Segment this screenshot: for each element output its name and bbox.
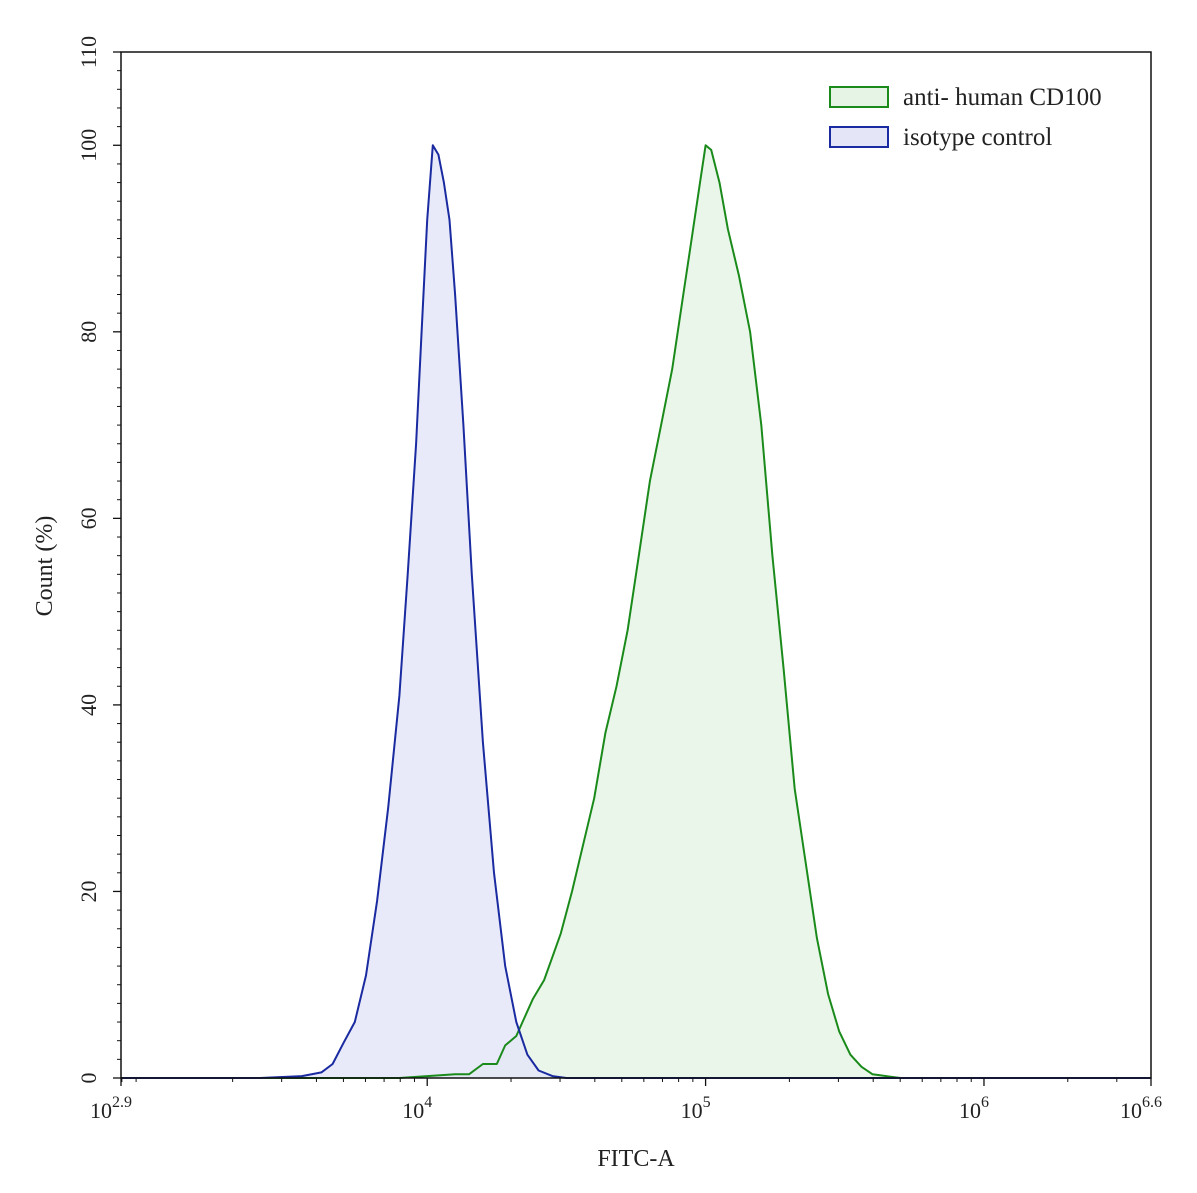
x-tick-label: 106.6 [1120, 1094, 1162, 1123]
legend-swatch [829, 86, 889, 108]
y-tick-label: 60 [76, 507, 101, 529]
legend: anti- human CD100 isotype control [829, 84, 1102, 151]
legend-label: anti- human CD100 [903, 84, 1102, 111]
y-axis-label: Count (%) [32, 516, 58, 617]
x-axis-label: FITC-A [597, 1146, 675, 1172]
series-line-isotype-control [121, 144, 1151, 1079]
legend-swatch [829, 126, 889, 148]
legend-label: isotype control [903, 124, 1052, 151]
x-tick-label: 102.9 [90, 1094, 132, 1123]
y-tick-label: 110 [76, 36, 101, 68]
y-tick-label: 80 [76, 321, 101, 343]
x-axis-ticks: 102.9 104 105 106 106.6 [90, 1078, 1162, 1123]
series-area-anti-human-cd100 [148, 145, 1152, 1079]
y-tick-label: 100 [76, 129, 101, 162]
x-tick-label: 104 [402, 1094, 432, 1123]
series-lines [121, 144, 1151, 1079]
series-line-anti-human-cd100 [148, 144, 1151, 1079]
y-tick-label: 0 [76, 1073, 101, 1084]
plot-frame [120, 51, 1152, 1079]
x-tick-label: 105 [681, 1094, 711, 1123]
y-tick-label: 40 [76, 694, 101, 716]
series-fills [121, 145, 1152, 1079]
x-tick-label: 106 [959, 1094, 989, 1123]
y-axis-ticks: 0 20 40 60 80 100 110 [76, 36, 121, 1084]
y-tick-label: 20 [76, 881, 101, 903]
